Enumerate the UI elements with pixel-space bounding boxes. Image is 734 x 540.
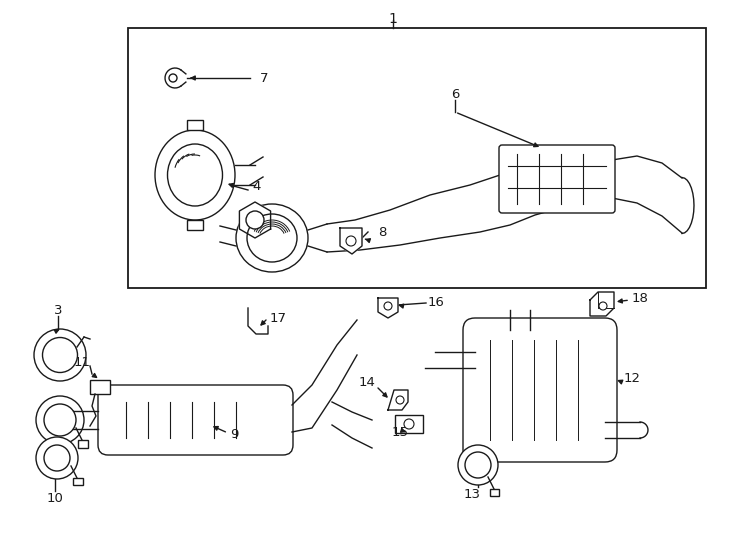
Text: 13: 13 — [463, 489, 481, 502]
Text: 8: 8 — [378, 226, 386, 239]
Circle shape — [384, 302, 392, 310]
Text: 3: 3 — [54, 303, 62, 316]
Ellipse shape — [44, 404, 76, 436]
Ellipse shape — [236, 204, 308, 272]
Polygon shape — [378, 298, 398, 318]
Bar — [90, 380, 110, 394]
Bar — [395, 415, 423, 433]
FancyBboxPatch shape — [463, 318, 617, 462]
Ellipse shape — [34, 329, 86, 381]
Bar — [78, 440, 88, 448]
Polygon shape — [239, 202, 271, 238]
Ellipse shape — [155, 130, 235, 220]
Polygon shape — [388, 390, 408, 410]
Circle shape — [396, 396, 404, 404]
Bar — [187, 220, 203, 230]
Ellipse shape — [36, 437, 78, 479]
Ellipse shape — [43, 338, 78, 373]
FancyBboxPatch shape — [98, 385, 293, 455]
Ellipse shape — [36, 396, 84, 444]
Ellipse shape — [465, 452, 491, 478]
Text: 1: 1 — [388, 12, 397, 26]
FancyBboxPatch shape — [499, 145, 615, 213]
Text: 17: 17 — [270, 312, 287, 325]
Text: 16: 16 — [428, 295, 445, 308]
Text: 4: 4 — [252, 180, 261, 193]
Text: 6: 6 — [451, 89, 459, 102]
Bar — [73, 478, 83, 485]
Text: 2: 2 — [54, 458, 62, 471]
Text: 7: 7 — [260, 71, 269, 84]
Text: 9: 9 — [230, 429, 239, 442]
Bar — [490, 489, 499, 496]
Bar — [187, 120, 203, 130]
Bar — [128, 28, 706, 288]
Ellipse shape — [247, 214, 297, 262]
Text: 11: 11 — [73, 355, 90, 368]
Text: 5: 5 — [252, 233, 261, 246]
Circle shape — [404, 419, 414, 429]
Polygon shape — [590, 292, 614, 316]
Text: 12: 12 — [624, 372, 641, 384]
Ellipse shape — [167, 144, 222, 206]
Circle shape — [599, 302, 607, 310]
Circle shape — [346, 236, 356, 246]
Text: 10: 10 — [46, 491, 63, 504]
Text: 18: 18 — [632, 292, 649, 305]
Text: 14: 14 — [358, 375, 375, 388]
Polygon shape — [340, 228, 362, 254]
Circle shape — [246, 211, 264, 229]
Text: 15: 15 — [391, 426, 409, 438]
Ellipse shape — [458, 445, 498, 485]
Ellipse shape — [44, 445, 70, 471]
